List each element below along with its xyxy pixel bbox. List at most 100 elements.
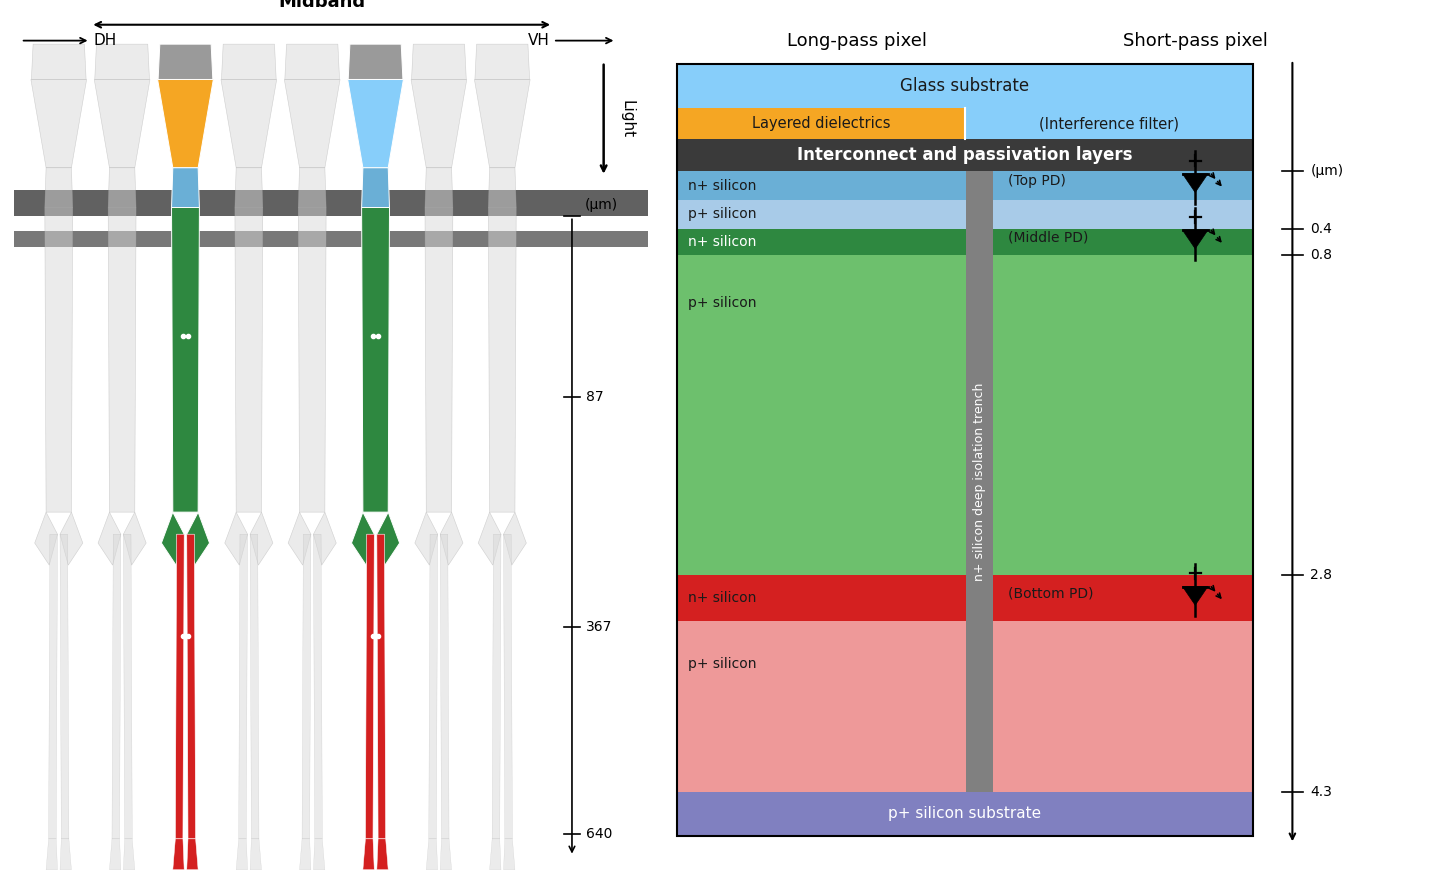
Text: p+ silicon substrate: p+ silicon substrate [888, 806, 1041, 821]
Polygon shape [158, 44, 213, 79]
Text: p+ silicon: p+ silicon [688, 296, 756, 310]
Text: Short-pass pixel: Short-pass pixel [1123, 33, 1267, 50]
Polygon shape [474, 79, 530, 168]
Text: (Top PD): (Top PD) [1008, 174, 1066, 188]
Polygon shape [95, 44, 150, 79]
Bar [965, 171, 994, 791]
Polygon shape [222, 44, 276, 79]
Text: 4.3: 4.3 [1310, 785, 1332, 798]
Polygon shape [45, 208, 72, 512]
Polygon shape [35, 512, 58, 565]
Text: 0.4: 0.4 [1310, 222, 1332, 236]
Polygon shape [176, 534, 184, 839]
Polygon shape [425, 168, 452, 208]
Text: n+ silicon deep isolation trench: n+ silicon deep isolation trench [972, 382, 986, 580]
Polygon shape [94, 79, 150, 168]
Polygon shape [415, 512, 438, 565]
Text: Layered dielectrics: Layered dielectrics [752, 117, 890, 131]
Text: n+ silicon: n+ silicon [688, 178, 756, 192]
Text: (Bottom PD): (Bottom PD) [1008, 587, 1093, 601]
Polygon shape [112, 534, 121, 839]
Bar [677, 622, 1253, 791]
Text: 2.8: 2.8 [1310, 568, 1332, 582]
Polygon shape [504, 534, 513, 839]
Polygon shape [429, 534, 438, 839]
Polygon shape [251, 512, 274, 565]
Polygon shape [60, 534, 69, 839]
Polygon shape [171, 208, 199, 512]
Polygon shape [314, 534, 323, 839]
Polygon shape [235, 208, 262, 512]
Polygon shape [251, 534, 259, 839]
Polygon shape [361, 168, 389, 208]
Polygon shape [49, 534, 58, 839]
Polygon shape [171, 168, 199, 208]
Polygon shape [298, 208, 325, 512]
Polygon shape [314, 512, 337, 565]
Bar [677, 139, 1253, 171]
Polygon shape [441, 534, 449, 839]
Polygon shape [351, 512, 374, 565]
Polygon shape [124, 512, 147, 565]
Bar [677, 109, 965, 139]
Text: n+ silicon: n+ silicon [688, 235, 756, 249]
Polygon shape [488, 168, 516, 208]
Polygon shape [46, 839, 58, 870]
Polygon shape [284, 79, 340, 168]
Polygon shape [109, 839, 121, 870]
Polygon shape [108, 208, 135, 512]
Polygon shape [361, 208, 389, 512]
Text: p+ silicon: p+ silicon [688, 208, 756, 222]
Polygon shape [98, 512, 121, 565]
Polygon shape [288, 512, 311, 565]
Polygon shape [236, 839, 248, 870]
Bar [677, 64, 1253, 835]
Text: p+ silicon: p+ silicon [688, 657, 756, 671]
Text: Midband: Midband [278, 0, 366, 11]
Polygon shape [1182, 230, 1208, 249]
Text: n+ silicon: n+ silicon [688, 592, 756, 605]
Polygon shape [377, 534, 386, 839]
Polygon shape [347, 79, 403, 168]
Bar [677, 791, 1253, 835]
Polygon shape [1182, 174, 1208, 192]
Text: Interconnect and passivation layers: Interconnect and passivation layers [798, 146, 1132, 164]
Polygon shape [425, 208, 452, 512]
Polygon shape [300, 839, 311, 870]
Polygon shape [363, 839, 374, 870]
Polygon shape [298, 168, 325, 208]
Text: (Interference filter): (Interference filter) [1038, 117, 1179, 131]
Polygon shape [108, 168, 135, 208]
Polygon shape [187, 512, 210, 565]
Polygon shape [377, 839, 389, 870]
Polygon shape [45, 168, 72, 208]
Bar [14, 190, 648, 216]
Polygon shape [492, 534, 501, 839]
Bar [965, 109, 1253, 139]
Polygon shape [251, 839, 262, 870]
Polygon shape [490, 839, 501, 870]
Text: 87: 87 [586, 390, 603, 404]
Polygon shape [285, 44, 340, 79]
Polygon shape [220, 79, 276, 168]
Polygon shape [478, 512, 501, 565]
Text: Long-pass pixel: Long-pass pixel [786, 33, 927, 50]
Bar [677, 255, 1253, 575]
Polygon shape [1182, 586, 1208, 605]
Polygon shape [504, 512, 527, 565]
Polygon shape [314, 839, 325, 870]
Polygon shape [410, 79, 467, 168]
Polygon shape [348, 44, 403, 79]
Text: VH: VH [528, 34, 550, 48]
Polygon shape [124, 839, 135, 870]
Polygon shape [60, 512, 84, 565]
Bar [677, 200, 1253, 229]
Polygon shape [302, 534, 311, 839]
Polygon shape [124, 534, 132, 839]
Polygon shape [426, 839, 438, 870]
Polygon shape [488, 208, 516, 512]
Polygon shape [475, 44, 530, 79]
Bar [14, 231, 648, 247]
Bar [677, 229, 1253, 255]
Polygon shape [60, 839, 72, 870]
